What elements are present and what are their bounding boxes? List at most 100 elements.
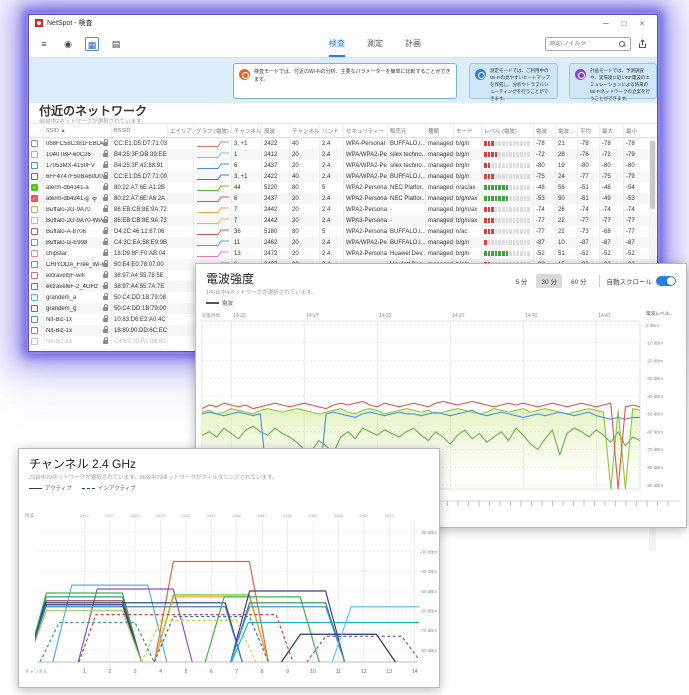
vendor-cell: NEC Platfor... — [387, 182, 425, 193]
max-cell: -52 — [599, 248, 623, 259]
network-checkbox[interactable] — [31, 206, 38, 213]
autoscroll-toggle[interactable] — [656, 276, 676, 286]
close-button[interactable]: × — [639, 18, 645, 28]
svg-text:8: 8 — [261, 669, 264, 675]
network-checkbox[interactable]: ✓ — [31, 184, 38, 191]
column-header[interactable]: エイリアス — [167, 124, 193, 137]
column-header[interactable]: バンド — [319, 124, 343, 137]
table-row[interactable]: Buffalo-2G-9A70 86:EB:CB:8E:9A:72 7 2442 20 2… — [29, 204, 657, 215]
column-header[interactable]: 最大 — [599, 124, 623, 137]
column-header[interactable]: 最小 — [623, 124, 647, 137]
checkbox-cell — [29, 171, 43, 182]
column-header[interactable]: グラフ (電波) — [193, 124, 231, 137]
svg-text:-30 dBm: -30 dBm — [646, 376, 663, 381]
lock-icon — [103, 314, 108, 322]
table-view-icon[interactable]: ▦ — [85, 37, 99, 51]
network-checkbox[interactable]: ✓ — [31, 195, 38, 202]
level-gauge — [484, 174, 530, 179]
table-row[interactable]: Buffalo-A-8706 D4:2C:46:12:87:06 36 5180 80 5… — [29, 226, 657, 237]
svg-text:14:47: 14:47 — [598, 313, 611, 319]
planning-mode-icon — [575, 69, 586, 80]
network-checkbox[interactable] — [31, 228, 38, 235]
table-row[interactable]: chipstar 18:D9:8F:F0:AB:04 13 2472 20 2.4 WPA2… — [29, 248, 657, 259]
column-header[interactable] — [29, 124, 43, 137]
table-row[interactable]: ✓ aterm-db4341-a 80:22:A7:6E:A1:2B 44 5220 80… — [29, 182, 657, 193]
network-checkbox[interactable] — [31, 239, 38, 246]
table-row[interactable]: Buffalo-2G-9A70-WPA3 86:EB:CB:8E:9A:73 7 24… — [29, 215, 657, 226]
ssid-cell: Buffalo-A-8706 — [43, 226, 111, 237]
column-header[interactable]: チャンネル — [231, 124, 261, 137]
table-row[interactable]: 1040TBP-60C26 B4:25:3F:DB:39:EE 1 2412 20 2.4… — [29, 149, 657, 160]
menu-icon[interactable]: ≡ — [41, 39, 47, 49]
record-icon[interactable]: ◉ — [64, 39, 72, 49]
column-header[interactable]: セキュリティー — [343, 124, 387, 137]
svg-text:2452: 2452 — [283, 513, 293, 518]
network-checkbox[interactable] — [31, 162, 38, 169]
network-checkbox[interactable] — [31, 173, 38, 180]
tab-計画[interactable]: 計画 — [405, 39, 421, 48]
tab-検査[interactable]: 検査 — [329, 31, 345, 57]
column-header[interactable]: チャンネル幅 — [289, 124, 319, 137]
network-checkbox[interactable] — [31, 261, 38, 268]
width-cell: 20 — [289, 204, 319, 215]
network-checkbox[interactable] — [31, 294, 38, 301]
maximize-button[interactable]: □ — [621, 18, 627, 28]
network-checkbox[interactable] — [31, 140, 38, 147]
mode-cell: b/g/n/ax — [453, 215, 481, 226]
alias-cell — [167, 314, 193, 325]
column-header[interactable]: モード — [453, 124, 481, 137]
network-checkbox[interactable] — [31, 316, 38, 323]
network-curve-ch13 — [331, 606, 419, 663]
chart-view-icon[interactable]: ▤ — [111, 39, 121, 49]
signal-sparkline — [197, 218, 229, 224]
range-button-30分[interactable]: 30 分 — [536, 274, 562, 288]
export-button[interactable] — [635, 37, 649, 51]
network-checkbox[interactable] — [31, 283, 38, 290]
range-button-5分[interactable]: 5 分 — [515, 279, 528, 286]
bssid-cell: B4:25:3F:42:88:91 — [111, 160, 167, 171]
tab-測定[interactable]: 測定 — [367, 39, 383, 48]
column-header[interactable]: 販売元 — [387, 124, 425, 137]
table-row[interactable]: 6FF4747F50BA60D0527FA... CC:E1:D5:D7:71:0… — [29, 171, 657, 182]
column-header[interactable]: 電波... — [555, 124, 577, 137]
min-cell: -54 — [623, 182, 647, 193]
network-checkbox[interactable] — [31, 151, 38, 158]
table-row[interactable]: ✓ aterm-db4341-g 80:22:A7:6E:A6:2A 6 2437 20 2… — [29, 193, 657, 204]
dbm-cell: -48 — [533, 182, 555, 193]
channel-chart[interactable]: 周波 1 2 3 4 5 6 7 8 9 10 11 12 13 14 2412 2417 2422 2427 243… — [19, 492, 439, 685]
column-header[interactable]: レベル (電波) — [481, 124, 533, 137]
checkbox-cell — [29, 138, 43, 149]
network-checkbox[interactable] — [31, 338, 38, 345]
type-cell: managed — [425, 248, 453, 259]
network-checkbox[interactable] — [31, 217, 38, 224]
mode-cell: b/g/n — [453, 248, 481, 259]
column-header[interactable]: 電波 — [533, 124, 555, 137]
network-checkbox[interactable] — [31, 305, 38, 312]
table-row[interactable]: Buffalo-G-E998 C4:3C:EA:58:E9:9B 11 2462 20 2… — [29, 237, 657, 248]
mode-cell: b/g/n — [453, 138, 481, 149]
search-input[interactable] — [549, 41, 619, 47]
titlebar[interactable]: NetSpot - 検査 ─ □ × — [29, 15, 657, 31]
mode-cell: b/g/n/ax — [453, 193, 481, 204]
column-header[interactable]: BSSID — [111, 124, 167, 137]
column-header[interactable]: SSID ▲ — [43, 124, 111, 137]
ssid-label: ektravel5F-wifi — [46, 272, 85, 279]
table-row[interactable]: 058FC58C381FEBD43F6A1... CC:E1:D5:D7:71:0… — [29, 138, 657, 149]
minimize-button[interactable]: ─ — [603, 18, 609, 28]
column-header[interactable]: 種類 — [425, 124, 453, 137]
range-button-60分[interactable]: 60 分 — [570, 279, 587, 286]
search-box[interactable] — [545, 37, 631, 51]
banner-card-inspect-mode: 検査モードでは、付近のWi-Fiの分析、主要なパラメーターを簡単に比較することが… — [233, 63, 457, 99]
network-checkbox[interactable] — [31, 327, 38, 334]
table-row[interactable]: 17053MX-4150FV B4:25:3F:42:88:91 6 2437 20 2.… — [29, 160, 657, 171]
svg-text:2442: 2442 — [232, 513, 242, 518]
min-cell: -77 — [623, 226, 647, 237]
column-header[interactable]: 平均 — [577, 124, 599, 137]
column-header[interactable]: 周波 — [261, 124, 289, 137]
ssid-label: chipstar — [46, 250, 68, 257]
alias-cell — [167, 325, 193, 336]
network-checkbox[interactable] — [31, 250, 38, 257]
network-checkbox[interactable] — [31, 272, 38, 279]
freq-cell: 2412 — [261, 149, 289, 160]
